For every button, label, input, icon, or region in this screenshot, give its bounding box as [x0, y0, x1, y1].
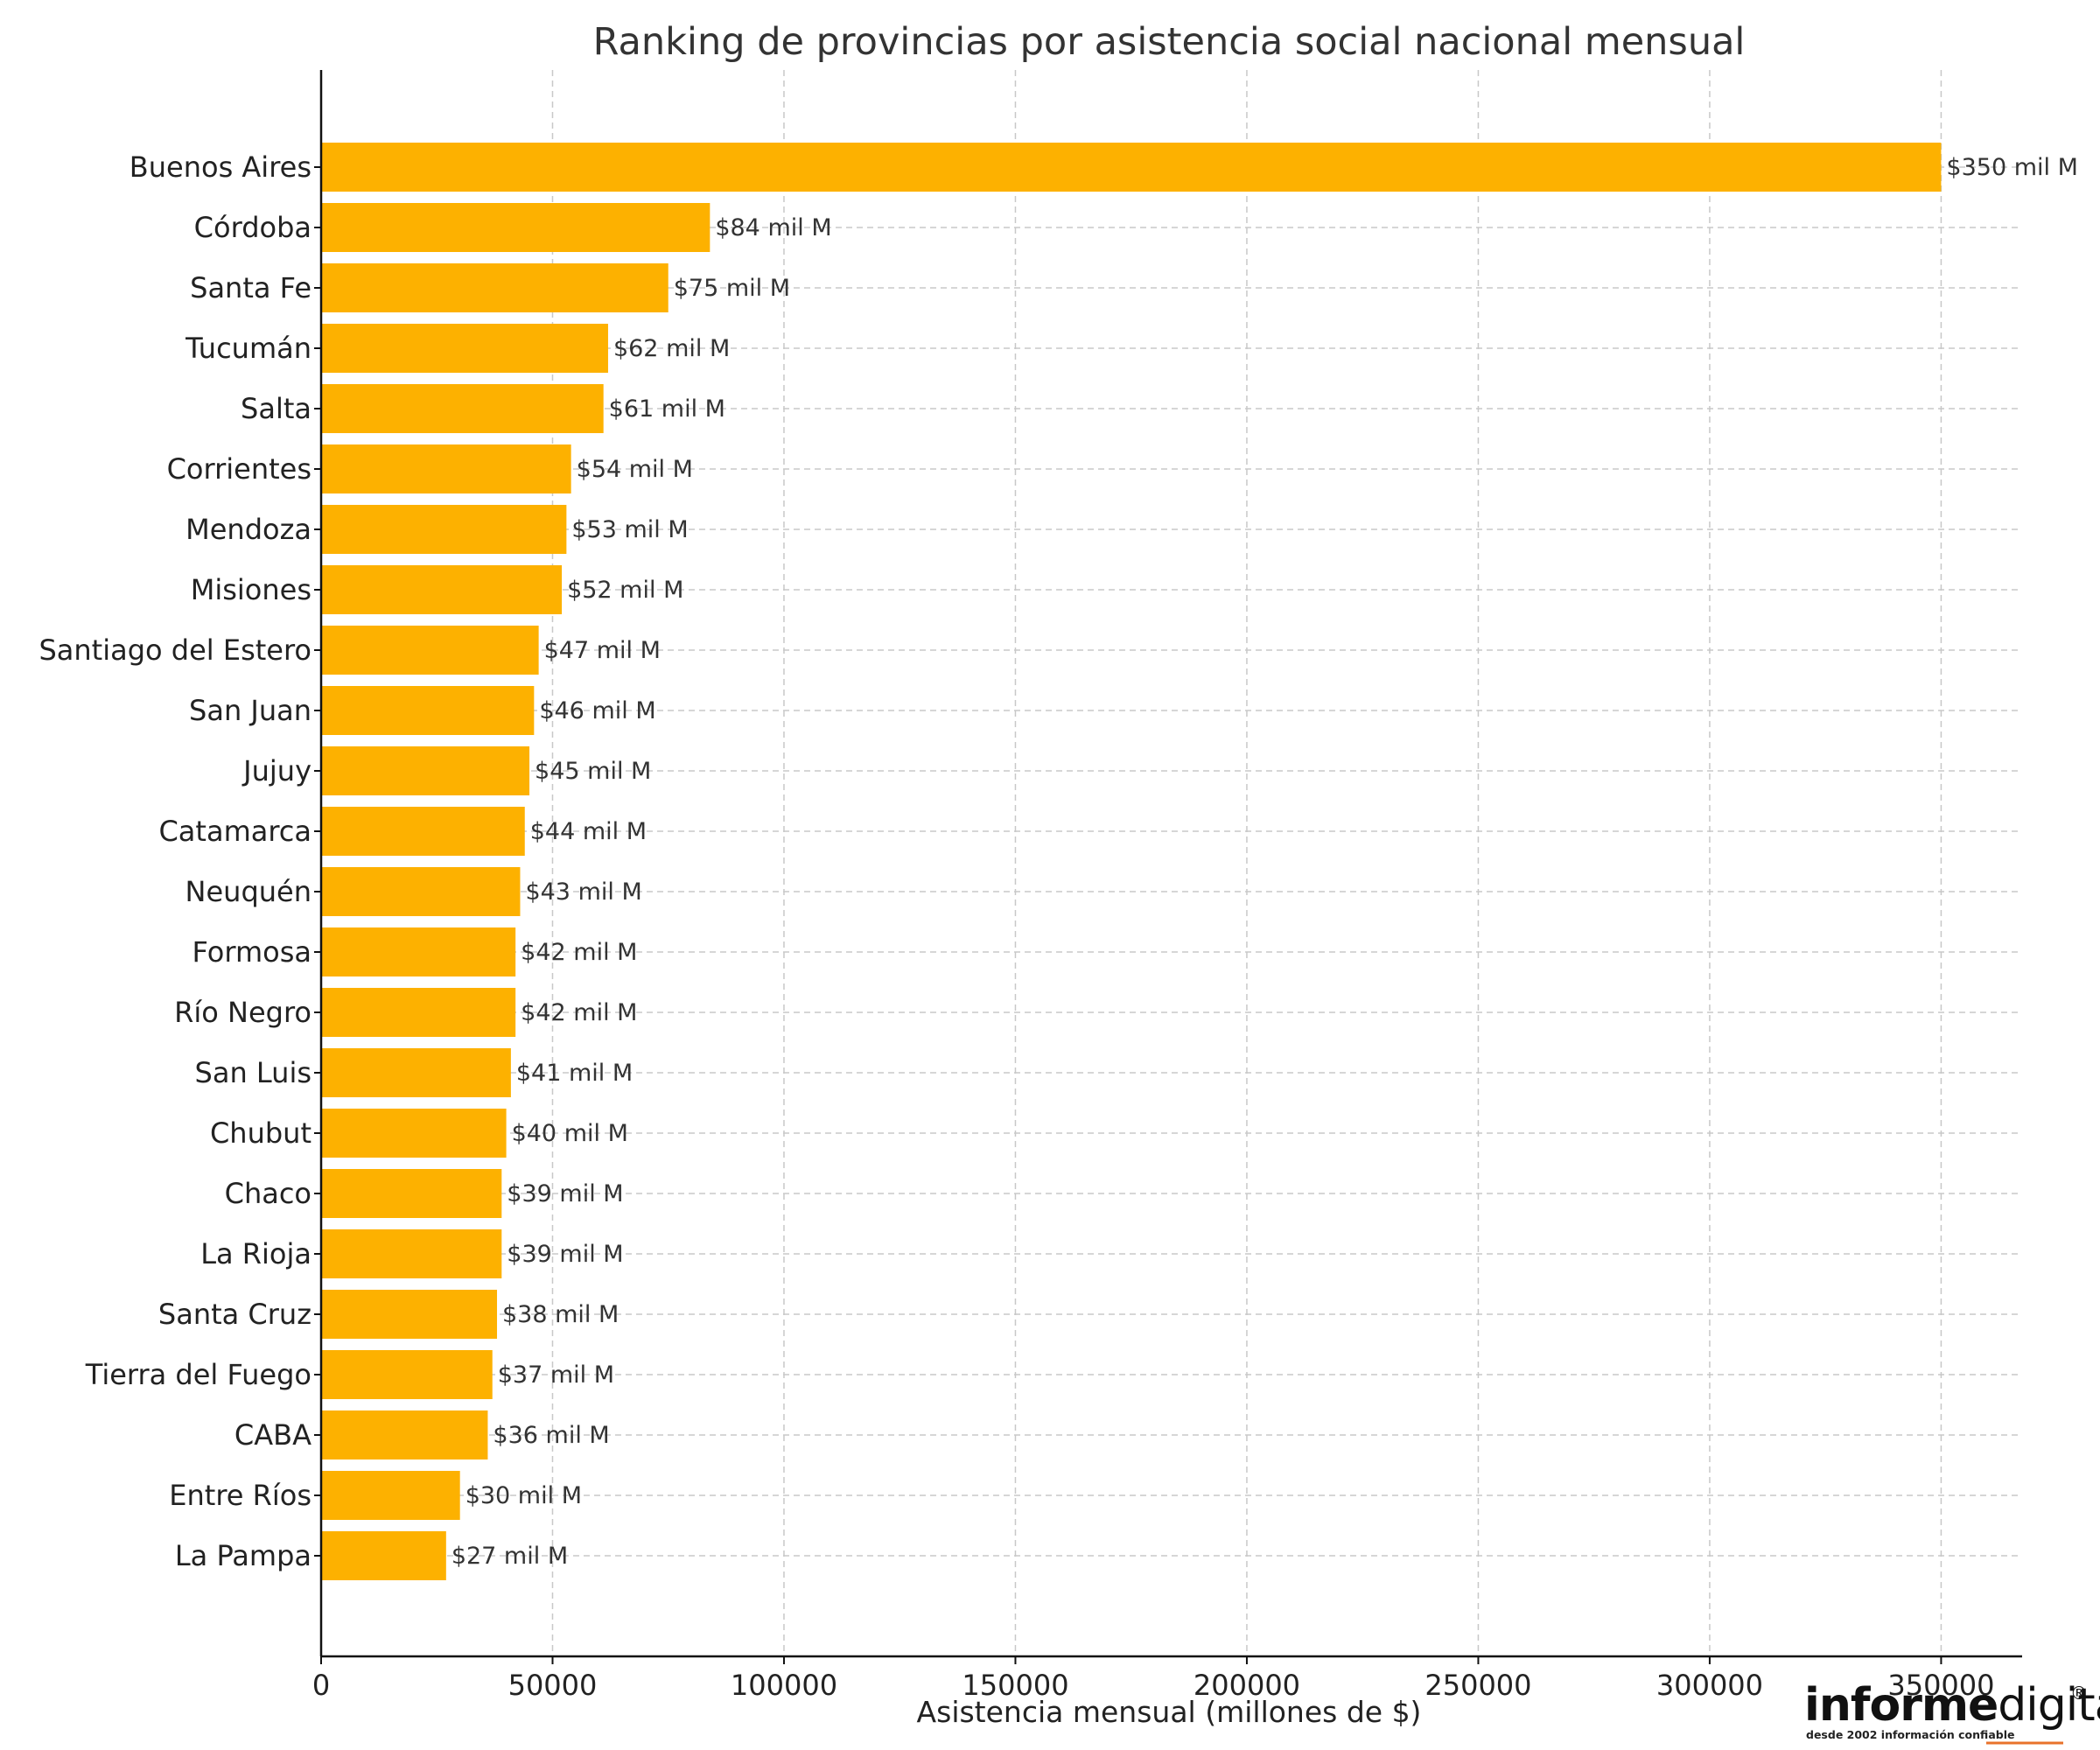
- data-label: $36 mil M: [493, 1422, 609, 1449]
- bar-8: [321, 626, 539, 675]
- category-label: Formosa: [192, 935, 312, 969]
- bar-21: [321, 1410, 488, 1460]
- logo-brand-light: digital: [1998, 1679, 2100, 1732]
- category-label: Corrientes: [167, 452, 312, 486]
- data-label: $27 mil M: [452, 1543, 568, 1570]
- bars: [321, 143, 1942, 1580]
- logo-registered-mark: ®: [2070, 1683, 2088, 1704]
- chart-title: Ranking de provincias por asistencia soc…: [593, 20, 1746, 64]
- bar-7: [321, 565, 563, 614]
- x-tick-label: 50000: [508, 1669, 598, 1702]
- bar-16: [321, 1109, 507, 1158]
- category-label: Río Negro: [174, 996, 312, 1029]
- data-label: $53 mil M: [571, 516, 688, 543]
- x-tick-label: 350000: [1887, 1669, 1994, 1702]
- x-tick-label: 250000: [1424, 1669, 1531, 1702]
- bar-13: [321, 928, 516, 976]
- category-label: Chubut: [210, 1116, 312, 1150]
- x-tick-labels: 0 50000 100000 150000 200000 250000 300000 3500…: [312, 1656, 1995, 1702]
- bar-22: [321, 1471, 460, 1520]
- bar-2: [321, 263, 668, 312]
- x-axis-label: Asistencia mensual (millones de $): [917, 1695, 1422, 1729]
- category-label: Córdoba: [194, 211, 312, 244]
- data-label: $41 mil M: [516, 1060, 633, 1087]
- data-label: $350 mil M: [1946, 154, 2077, 181]
- category-label: Neuquén: [186, 875, 312, 908]
- data-label: $44 mil M: [530, 818, 647, 845]
- data-label: $84 mil M: [715, 214, 831, 242]
- bar-11: [321, 807, 525, 856]
- x-tick-label: 200000: [1194, 1669, 1300, 1702]
- bar-18: [321, 1229, 502, 1278]
- category-label: Catamarca: [158, 815, 312, 848]
- bar-15: [321, 1048, 511, 1097]
- data-label: $39 mil M: [507, 1241, 623, 1268]
- bar-20: [321, 1350, 493, 1399]
- logo-brand-bold: informe: [1804, 1679, 1998, 1732]
- data-label: $38 mil M: [502, 1301, 619, 1328]
- data-label: $62 mil M: [613, 335, 730, 362]
- informedigital-logo: informedigital ® desde 2002 información …: [1804, 1679, 2100, 1745]
- data-label: $42 mil M: [521, 939, 637, 966]
- x-tick-label: 300000: [1656, 1669, 1763, 1702]
- bar-23: [321, 1531, 446, 1580]
- data-label: $47 mil M: [544, 637, 661, 664]
- data-label: $40 mil M: [512, 1120, 628, 1147]
- category-label: Chaco: [225, 1177, 312, 1210]
- bar-12: [321, 867, 521, 916]
- bar-17: [321, 1169, 502, 1218]
- category-label: Santa Fe: [190, 271, 312, 304]
- data-label: $54 mil M: [577, 456, 693, 483]
- bar-4: [321, 384, 604, 433]
- logo-tagline: desde 2002 información confiable: [1806, 1728, 2014, 1741]
- category-label: Mendoza: [186, 513, 312, 546]
- category-label: San Luis: [195, 1056, 312, 1089]
- bar-0: [321, 143, 1942, 192]
- category-label: Tucumán: [185, 332, 312, 365]
- x-tick-label: 100000: [731, 1669, 837, 1702]
- category-label: La Pampa: [175, 1539, 312, 1572]
- bar-6: [321, 505, 567, 554]
- data-label: $30 mil M: [466, 1482, 582, 1509]
- category-label: Salta: [241, 392, 312, 425]
- bar-3: [321, 324, 608, 373]
- category-label: Santa Cruz: [158, 1298, 312, 1331]
- category-label: La Rioja: [200, 1237, 312, 1270]
- bar-10: [321, 746, 530, 795]
- category-label: Tierra del Fuego: [85, 1358, 312, 1391]
- bar-1: [321, 203, 710, 252]
- data-label: $39 mil M: [507, 1180, 623, 1208]
- bar-9: [321, 686, 535, 735]
- data-label: $61 mil M: [609, 396, 725, 423]
- category-label: Jujuy: [242, 754, 312, 788]
- bar-14: [321, 988, 516, 1037]
- category-labels: Buenos Aires Córdoba Santa Fe Tucumán Salta C…: [38, 150, 321, 1572]
- logo-wordmark: informedigital: [1804, 1679, 2100, 1732]
- data-label: $37 mil M: [498, 1362, 614, 1389]
- bar-19: [321, 1290, 498, 1339]
- data-labels: $350 mil M $84 mil M $75 mil M $62 mil M $61…: [452, 154, 2078, 1570]
- category-label: CABA: [234, 1418, 312, 1452]
- data-label: $52 mil M: [567, 577, 683, 604]
- bar-5: [321, 444, 571, 494]
- category-label: San Juan: [189, 694, 312, 727]
- x-tick-label: 150000: [962, 1669, 1068, 1702]
- data-label: $46 mil M: [539, 697, 655, 724]
- data-label: $42 mil M: [521, 999, 637, 1026]
- x-tick-label: 0: [312, 1669, 330, 1702]
- category-label: Entre Ríos: [169, 1479, 312, 1512]
- data-label: $45 mil M: [535, 758, 651, 785]
- category-label: Santiago del Estero: [38, 634, 312, 667]
- category-label: Misiones: [191, 573, 312, 606]
- data-label: $43 mil M: [525, 878, 641, 906]
- data-label: $75 mil M: [674, 275, 790, 302]
- category-label: Buenos Aires: [130, 150, 312, 184]
